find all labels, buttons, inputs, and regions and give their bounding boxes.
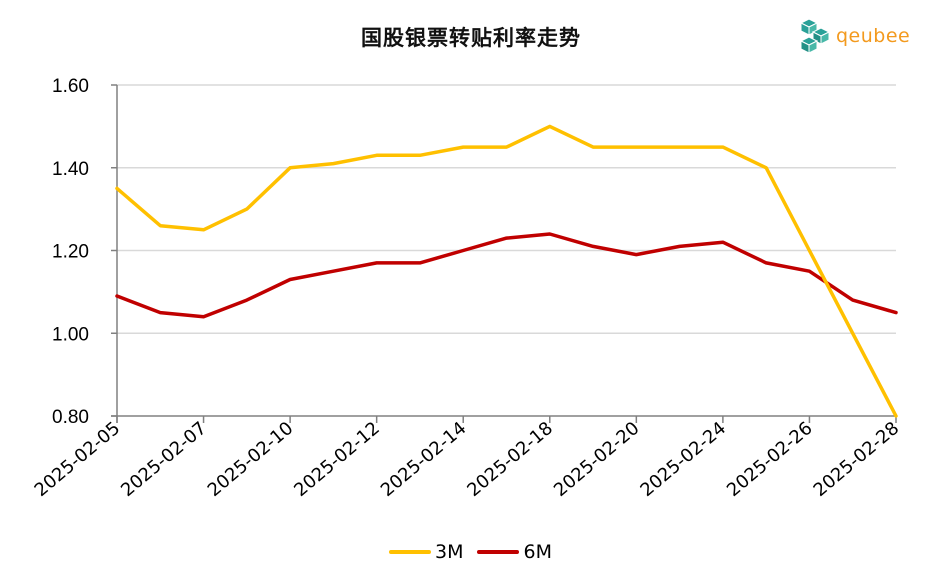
x-tick-label: 2025-02-10 [204,418,298,501]
x-tick-label: 2025-02-26 [723,418,817,501]
axes [111,84,897,423]
legend-swatch-3m [389,550,431,554]
y-tick-label: 1.20 [52,242,89,263]
x-tick-label: 2025-02-07 [117,418,211,501]
x-tick-label: 2025-02-28 [810,418,904,501]
x-tick-label: 2025-02-24 [636,418,730,501]
logo-text: qeubee [836,25,911,47]
y-tick-label: 1.60 [52,76,89,97]
y-axis-ticks: 1.60 1.40 1.20 1.00 0.80 [52,76,89,428]
series-line-3m [115,124,898,418]
legend-item-6m: 6M [477,541,552,563]
x-axis-ticks: 2025-02-052025-02-072025-02-102025-02-12… [31,418,904,501]
legend: 3M 6M [389,541,566,563]
cube-logo-icon [799,18,831,54]
legend-label-6m: 6M [523,541,552,563]
y-tick-label: 1.40 [52,159,89,180]
x-tick-label: 2025-02-20 [550,418,644,501]
y-tick-label: 0.80 [52,407,89,428]
x-tick-label: 2025-02-18 [463,418,557,501]
x-tick-label: 2025-02-14 [377,418,471,501]
legend-label-3m: 3M [435,541,464,563]
series-line-6m [115,232,898,319]
x-tick-label: 2025-02-12 [290,418,384,501]
x-tick-label: 2025-02-05 [31,418,125,501]
chart-title: 国股银票转贴利率走势 [361,26,581,50]
brand-logo: qeubee [798,18,910,54]
legend-item-3m: 3M [389,541,463,563]
series-lines [115,124,898,418]
y-tick-label: 1.00 [52,324,89,345]
legend-swatch-6m [477,550,520,554]
gridlines [117,84,896,334]
